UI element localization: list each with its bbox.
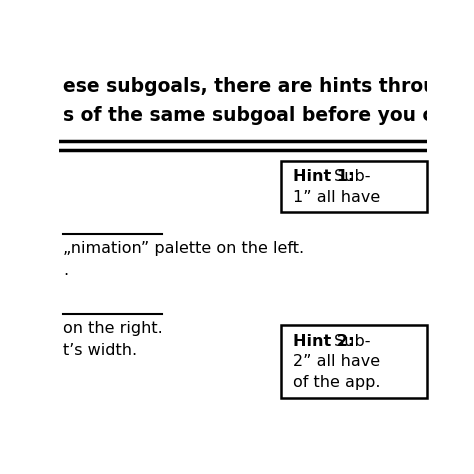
- Text: of the app.: of the app.: [292, 375, 380, 390]
- FancyBboxPatch shape: [282, 161, 427, 212]
- Text: Hint 1:: Hint 1:: [292, 169, 354, 184]
- Text: s of the same subgoal before you create a label tha: s of the same subgoal before you create …: [63, 106, 474, 125]
- Text: „nimation” palette on the left.: „nimation” palette on the left.: [63, 241, 304, 256]
- FancyBboxPatch shape: [282, 325, 427, 398]
- Text: Sub-: Sub-: [329, 334, 371, 348]
- Text: Hint 2:: Hint 2:: [292, 334, 354, 348]
- Text: on the right.: on the right.: [63, 321, 163, 337]
- Text: .: .: [63, 263, 68, 278]
- Text: 2” all have: 2” all have: [292, 355, 385, 369]
- Text: 1” all have: 1” all have: [292, 190, 385, 205]
- Text: ese subgoals, there are hints throughout the instru: ese subgoals, there are hints throughout…: [63, 77, 474, 96]
- Text: Sub-: Sub-: [329, 169, 371, 184]
- Text: t’s width.: t’s width.: [63, 343, 137, 358]
